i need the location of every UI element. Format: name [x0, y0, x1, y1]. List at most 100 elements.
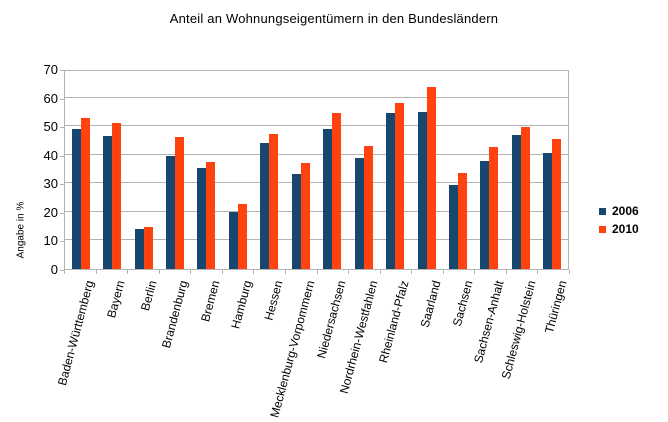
gridline: [65, 239, 568, 241]
bar-2010: [175, 137, 185, 269]
x-axis-label: Nordrhein-Westfahlen: [336, 279, 381, 396]
bar-2006: [417, 111, 427, 269]
y-axis-tick-label: 20: [43, 204, 58, 220]
x-axis-tick: [64, 270, 65, 274]
gridline: [65, 96, 568, 98]
bar-2006: [197, 167, 207, 269]
bar-2010: [332, 113, 342, 269]
y-axis-tick: [60, 270, 64, 271]
chart-title: Anteil an Wohnungseigentümern in den Bun…: [169, 11, 499, 26]
bar-group: [411, 87, 442, 269]
bar-group: [474, 147, 505, 269]
x-axis-tick: [253, 270, 255, 274]
bar-group: [348, 146, 379, 269]
bar-2006: [228, 211, 238, 269]
x-axis-tick: [379, 270, 381, 274]
bar-2006: [71, 129, 81, 269]
bar-2006: [448, 184, 458, 269]
bar-group: [65, 118, 96, 269]
x-axis-label: Hessen: [261, 279, 286, 322]
bar-2010: [143, 227, 153, 269]
x-axis-tick: [569, 270, 570, 274]
bar-group: [442, 172, 473, 269]
x-axis-label: Thüringen: [542, 279, 570, 335]
legend-swatch: [599, 225, 606, 233]
bar-2010: [112, 123, 122, 269]
bar-group: [191, 162, 222, 269]
legend-item: 2010: [599, 220, 639, 238]
legend: 2006 2010: [599, 202, 639, 238]
bar-2006: [134, 229, 144, 269]
y-axis-tick-label: 40: [43, 147, 58, 163]
gridline: [65, 153, 568, 155]
x-axis-label: Baden-Württemberg: [54, 279, 97, 387]
bar-2010: [395, 103, 405, 269]
x-axis-label: Brandenburg: [159, 279, 191, 350]
y-axis-tick-label: 0: [50, 262, 58, 277]
x-axis-tick: [537, 270, 539, 274]
bar-2006: [260, 142, 270, 269]
x-axis-label: Schleswig-Holstein: [498, 279, 539, 381]
x-axis-label: Bayern: [104, 279, 128, 320]
gridline: [65, 210, 568, 212]
x-axis-tick: [316, 270, 318, 274]
bar-2006: [480, 161, 490, 269]
y-axis-tick-label: 70: [43, 62, 58, 77]
bar-2006: [166, 156, 176, 269]
bar-2006: [354, 158, 364, 269]
x-axis-tick: [158, 270, 160, 274]
legend-swatch: [599, 207, 606, 215]
legend-item: 2006: [599, 202, 639, 220]
bar-2010: [457, 172, 467, 269]
bar-group: [254, 133, 285, 269]
y-axis-tick-label: 30: [43, 176, 58, 192]
y-axis-tick-label: 10: [43, 233, 58, 249]
x-axis-tick: [474, 270, 476, 274]
x-axis-label: Bremen: [198, 279, 223, 324]
x-axis-tick: [442, 270, 444, 274]
bar-group: [96, 123, 127, 269]
x-axis-tick: [411, 270, 413, 274]
bar-2006: [386, 113, 396, 269]
x-axis-label: Sachsen-Anhalt: [471, 279, 507, 365]
bar-group: [128, 227, 159, 269]
bar-group: [317, 113, 348, 269]
bar-2010: [237, 204, 247, 269]
x-axis-label: Saarland: [417, 279, 444, 330]
bar-group: [505, 127, 536, 269]
bar-2006: [511, 134, 521, 269]
x-axis-tick: [505, 270, 507, 274]
bar-2010: [80, 118, 90, 269]
bar-groups: [65, 71, 568, 269]
x-axis-label: Rheinland-Pfalz: [376, 279, 412, 365]
bar-2010: [489, 147, 499, 269]
bar-group: [159, 137, 190, 269]
gridline: [65, 125, 568, 127]
bar-2010: [520, 127, 530, 269]
bar-group: [379, 103, 410, 269]
bar-2006: [543, 152, 553, 269]
bar-group: [285, 163, 316, 269]
x-axis-tick: [348, 270, 350, 274]
bar-2010: [552, 139, 562, 269]
x-axis-tick: [221, 270, 223, 274]
plot-area: [64, 70, 569, 270]
y-axis-title: Angabe in %: [15, 201, 27, 259]
bar-2010: [206, 162, 216, 269]
bar-2010: [426, 87, 436, 269]
x-axis-tick: [190, 270, 192, 274]
legend-label: 2010: [612, 222, 639, 236]
x-axis-tick: [127, 270, 129, 274]
x-axis-tick: [95, 270, 97, 274]
x-axis-label: Sachsen: [449, 279, 476, 328]
bar-2006: [103, 136, 113, 269]
x-axis-tick: [284, 270, 286, 274]
bar-2006: [291, 174, 301, 269]
y-axis-tick-label: 60: [43, 90, 58, 106]
bar-group: [222, 204, 253, 269]
bar-2010: [363, 146, 373, 269]
y-axis-tick-label: 50: [43, 119, 58, 135]
x-axis-label: Niedersachsen: [314, 279, 349, 360]
bar-group: [537, 139, 568, 269]
